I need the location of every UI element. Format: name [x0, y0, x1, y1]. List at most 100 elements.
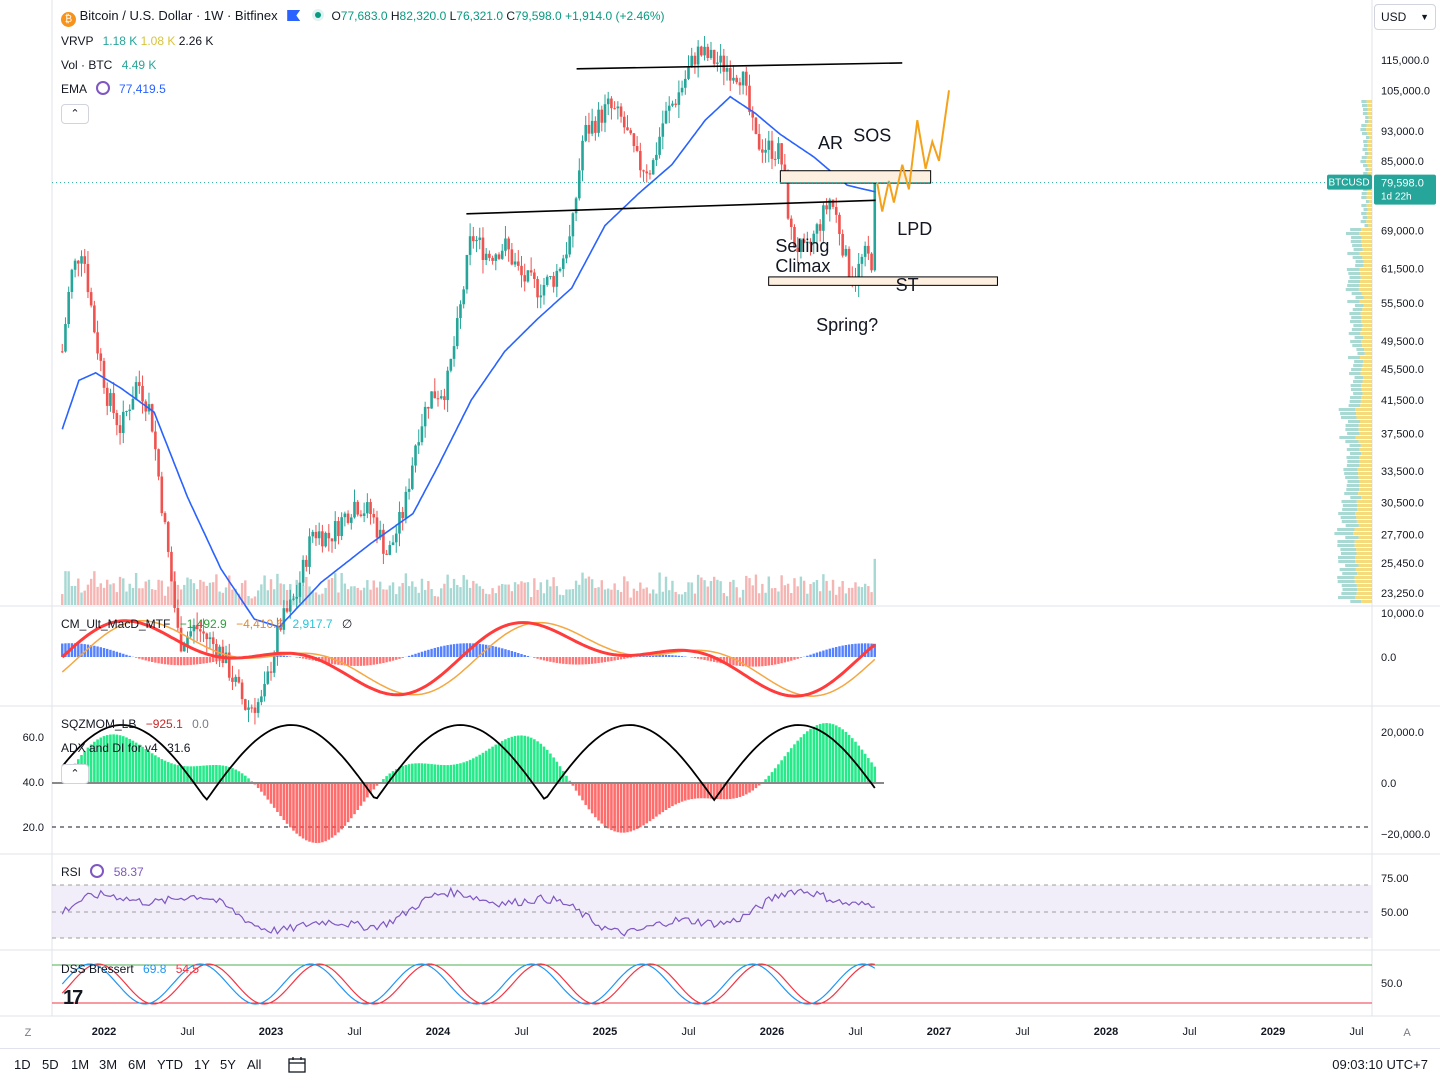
macd-hist-bar — [494, 646, 498, 657]
candle-body — [288, 599, 292, 612]
candle-body — [131, 398, 135, 410]
clock[interactable]: 09:03:10 UTC+7 — [1332, 1057, 1428, 1072]
vp-row-up — [1345, 476, 1359, 479]
vrvp-legend[interactable]: VRVP 1.18 K 1.08 K 2.26 K — [61, 33, 213, 49]
chart-canvas[interactable]: 10,000.0 0.0 20,000.0 0.0 −20,000.0 60.0 40.0… — [0, 0, 1440, 1048]
trend-line[interactable] — [466, 199, 876, 215]
macd-hist-bar — [722, 657, 726, 664]
flag-icon[interactable] — [287, 10, 301, 21]
macd-hist-bar — [362, 657, 366, 666]
currency-select[interactable]: USD ▼ — [1374, 4, 1436, 30]
tradingview-logo-icon[interactable]: 17 — [63, 987, 83, 1009]
macd-legend[interactable]: CM_Ult_MacD_MTF −1,492.9 −4,410.6 2,917.… — [61, 616, 352, 632]
volume-bar — [854, 582, 857, 605]
vp-row-up — [1360, 220, 1367, 223]
volume-bar — [89, 578, 93, 605]
vp-row-up — [1337, 528, 1355, 531]
trend-line[interactable] — [576, 62, 903, 70]
collapse-sqz-button[interactable]: ⌃ — [61, 764, 89, 784]
pane-separators[interactable] — [0, 0, 1440, 1017]
market-status-icon[interactable] — [311, 9, 324, 21]
macd-hist-bar — [658, 654, 661, 657]
volume-bar — [870, 592, 873, 605]
candle-body — [64, 324, 67, 352]
sqz-bar — [407, 764, 411, 783]
macd-hist-bar — [693, 657, 697, 659]
range-6m-button[interactable]: 6M — [128, 1057, 147, 1072]
range-1d-button[interactable]: 1D — [14, 1057, 31, 1072]
vp-row-down — [1366, 100, 1372, 103]
vp-row-up — [1334, 532, 1354, 535]
volume-bar — [417, 592, 420, 605]
range-5y-button[interactable]: 5Y — [220, 1057, 236, 1072]
ema-legend[interactable]: EMA 77,419.5 — [61, 81, 166, 97]
volume-bar — [501, 583, 504, 605]
volume-legend[interactable]: Vol · BTC 4.49 K — [61, 57, 156, 73]
range-ytd-button[interactable]: YTD — [157, 1057, 183, 1072]
candle-body — [109, 393, 112, 406]
sqz-bar — [716, 783, 719, 800]
range-1y-button[interactable]: 1Y — [194, 1057, 210, 1072]
macd-hist-bar — [369, 657, 372, 666]
macd-hist-bar — [80, 643, 83, 657]
scale-toggle-left: Z — [25, 1027, 32, 1039]
volume-bar — [77, 578, 80, 605]
candle-body — [468, 236, 472, 255]
range-5d-button[interactable]: 5D — [42, 1057, 59, 1072]
volume-bar — [549, 586, 552, 605]
rsi-legend[interactable]: RSI 58.37 — [61, 864, 144, 880]
vp-row-down — [1367, 172, 1372, 175]
sqz-name: SQZMOM_LB — [61, 717, 137, 731]
sqz-bar — [594, 783, 597, 818]
volume-bar — [664, 576, 668, 605]
vp-row-up — [1350, 384, 1362, 387]
calendar-icon[interactable] — [288, 1056, 306, 1073]
dss-legend[interactable]: DSS Bressert 69.8 54.5 — [61, 961, 199, 977]
zone-rect[interactable] — [779, 170, 932, 184]
sqz-legend[interactable]: SQZMOM_LB −925.1 0.0 — [61, 716, 209, 732]
vp-row-down — [1361, 292, 1372, 295]
volume-bar — [642, 588, 645, 605]
range-3m-button[interactable]: 3M — [99, 1057, 118, 1072]
macd-hist-bar — [818, 651, 822, 657]
volume-bar — [391, 582, 395, 605]
candle-body — [272, 655, 276, 673]
macd-hist-bar — [626, 657, 629, 659]
sqz-bar — [459, 763, 462, 783]
drawings[interactable] — [52, 62, 1372, 286]
candle-body — [529, 270, 533, 273]
vp-row-down — [1361, 328, 1372, 331]
range-1m-button[interactable]: 1M — [71, 1057, 90, 1072]
sqz-bar — [199, 765, 202, 783]
range-all-button[interactable]: All — [247, 1057, 262, 1072]
sqz-bar — [786, 752, 790, 783]
macd-hist-bar — [138, 657, 141, 659]
time-axis[interactable]: 2022 Jul 2023 Jul 2024 Jul 2025 Jul 2026 Jul 2027 J… — [25, 1026, 1412, 1039]
vp-row-up — [1350, 340, 1362, 343]
symbol-legend[interactable]: ₿ Bitcoin / U.S. Dollar · 1W · Bitfinex … — [61, 8, 664, 27]
sqz-bar — [166, 762, 170, 783]
collapse-legend-button[interactable]: ⌃ — [61, 104, 89, 124]
volume-bar — [584, 578, 587, 605]
macd-hist-bar — [301, 657, 305, 659]
adx-legend[interactable]: ADX and DI for v4 31.6 — [61, 740, 190, 756]
candle-body — [619, 106, 623, 117]
candle-body — [385, 553, 388, 555]
candle-body — [362, 513, 366, 516]
candle-body — [516, 261, 520, 266]
sqz-bar — [292, 783, 295, 831]
volume-bar — [221, 592, 225, 605]
macd-hist-bar — [173, 657, 176, 666]
ema-settings-icon[interactable] — [95, 81, 110, 95]
rsi-settings-icon[interactable] — [90, 864, 105, 878]
sqz-bar — [818, 723, 822, 783]
vp-row-up — [1355, 264, 1364, 267]
vp-row-up — [1342, 572, 1358, 575]
vp-row-up — [1361, 100, 1367, 103]
macd-hist-bar — [584, 657, 587, 665]
candle-body — [793, 226, 796, 248]
zone-rect[interactable] — [768, 276, 998, 286]
price-axis[interactable]: 115,000.0 105,000.0 93,000.0 85,000.0 69,000… — [1381, 55, 1430, 600]
projection-path[interactable] — [876, 90, 950, 212]
candle-body — [256, 702, 260, 713]
